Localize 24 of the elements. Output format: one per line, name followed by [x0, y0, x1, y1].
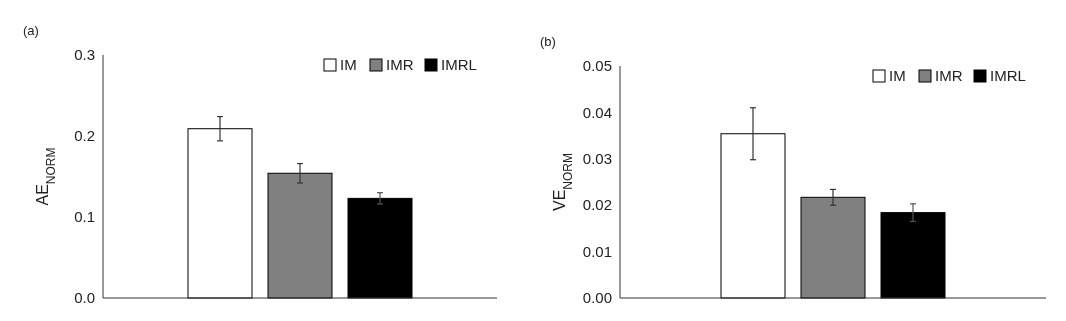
- bar: [800, 196, 866, 299]
- bar: [347, 197, 413, 299]
- legend-label: IM: [889, 67, 906, 85]
- legend-label: IM: [340, 56, 357, 74]
- bar: [187, 128, 253, 299]
- y-tick-label: 0.1: [74, 208, 95, 226]
- y-tick-label: 0.2: [74, 127, 95, 145]
- y-tick-label: 0.02: [582, 196, 612, 214]
- chart-title: (a): [23, 23, 39, 38]
- y-tick-label: 0.04: [582, 103, 612, 121]
- legend-label: IMRL: [990, 67, 1026, 85]
- bar: [267, 172, 333, 299]
- y-tick-label: 0.03: [582, 150, 612, 168]
- y-tick-label: 0.3: [74, 46, 95, 64]
- legend-label: IMR: [935, 67, 963, 85]
- y-tick-label: 0.05: [582, 57, 612, 75]
- y-tick-label: 0.0: [74, 289, 95, 307]
- bar: [720, 133, 786, 299]
- legend-label: IMRL: [441, 56, 477, 74]
- y-tick-label: 0.00: [582, 289, 612, 307]
- y-tick-label: 0.01: [582, 242, 612, 260]
- bar: [880, 212, 946, 299]
- chart-title: (b): [540, 34, 556, 49]
- legend-label: IMR: [386, 56, 414, 74]
